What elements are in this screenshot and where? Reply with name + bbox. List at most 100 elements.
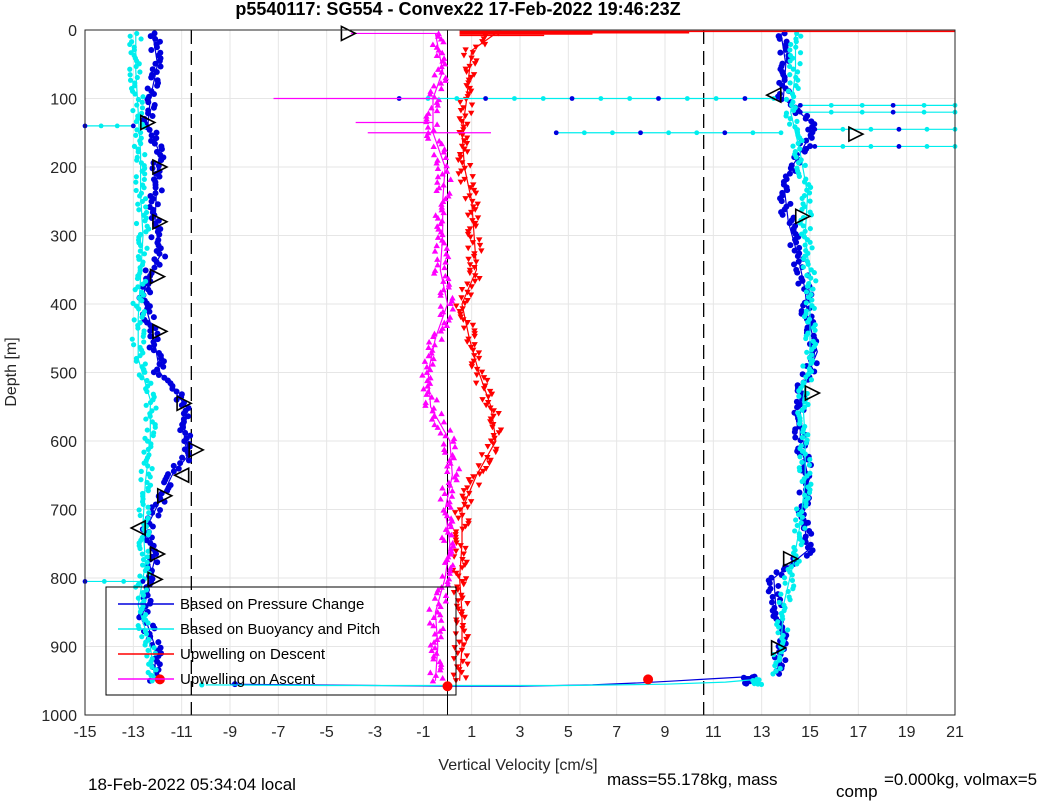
spike-point xyxy=(101,579,107,584)
point-based-on-buoyancy-and-pitch xyxy=(153,405,159,411)
spike-point xyxy=(684,96,690,101)
point-upwelling-on-ascent xyxy=(435,137,443,144)
point-based-on-buoyancy-and-pitch xyxy=(137,129,144,136)
point-based-on-pressure-change xyxy=(175,465,182,472)
point-based-on-pressure-change xyxy=(801,148,808,155)
point-upwelling-on-ascent xyxy=(434,424,441,430)
point-upwelling-on-descent xyxy=(467,234,474,241)
point-upwelling-on-ascent xyxy=(437,80,445,86)
point-based-on-buoyancy-and-pitch xyxy=(147,474,153,480)
point-based-on-buoyancy-and-pitch xyxy=(789,572,795,578)
spike-point xyxy=(713,96,719,101)
point-based-on-buoyancy-and-pitch xyxy=(810,286,816,292)
point-based-on-pressure-change xyxy=(177,460,184,467)
point-based-on-buoyancy-and-pitch xyxy=(804,272,810,278)
point-based-on-pressure-change xyxy=(782,657,789,664)
point-based-on-buoyancy-and-pitch xyxy=(141,176,147,183)
point-based-on-buoyancy-and-pitch xyxy=(144,427,150,433)
point-upwelling-on-ascent xyxy=(437,666,444,673)
point-upwelling-on-ascent xyxy=(424,135,432,141)
point-based-on-buoyancy-and-pitch xyxy=(142,152,148,158)
y-tick-label: 0 xyxy=(68,23,77,40)
point-based-on-buoyancy-and-pitch xyxy=(139,105,146,111)
x-tick-label: 17 xyxy=(849,724,867,741)
point-upwelling-on-ascent xyxy=(433,589,441,596)
point-based-on-buoyancy-and-pitch xyxy=(142,567,149,574)
point-based-on-buoyancy-and-pitch xyxy=(809,346,815,353)
point-based-on-pressure-change xyxy=(160,363,167,370)
y-tick-label: 300 xyxy=(50,229,77,246)
point-based-on-pressure-change xyxy=(154,201,161,208)
point-upwelling-on-ascent xyxy=(433,159,440,166)
point-upwelling-on-ascent xyxy=(451,443,459,450)
point-based-on-buoyancy-and-pitch xyxy=(135,595,141,601)
point-upwelling-on-descent xyxy=(473,259,480,266)
point-based-on-pressure-change xyxy=(155,512,162,519)
point-based-on-pressure-change xyxy=(777,49,784,56)
spike-point xyxy=(553,130,559,136)
point-based-on-buoyancy-and-pitch xyxy=(807,184,814,190)
point-based-on-pressure-change xyxy=(154,559,161,566)
point-based-on-buoyancy-and-pitch xyxy=(141,251,148,257)
direction-marker xyxy=(152,158,169,176)
point-based-on-buoyancy-and-pitch xyxy=(144,245,150,251)
point-upwelling-on-ascent xyxy=(439,57,446,64)
point-based-on-buoyancy-and-pitch xyxy=(143,402,149,408)
spike-point xyxy=(638,130,643,136)
point-upwelling-on-descent xyxy=(466,262,474,268)
point-based-on-pressure-change xyxy=(150,347,157,354)
point-based-on-buoyancy-and-pitch xyxy=(142,642,148,648)
point-based-on-buoyancy-and-pitch xyxy=(783,96,790,102)
point-based-on-buoyancy-and-pitch xyxy=(141,185,147,191)
point-upwelling-on-descent xyxy=(484,444,491,450)
point-based-on-pressure-change xyxy=(783,46,790,53)
point-upwelling-on-ascent xyxy=(434,234,442,240)
point-upwelling-on-descent xyxy=(468,110,475,117)
point-upwelling-on-descent xyxy=(479,397,486,403)
footer-mass: mass=55.178kg, mass xyxy=(607,770,778,789)
point-upwelling-on-descent xyxy=(456,507,464,513)
point-based-on-buoyancy-and-pitch xyxy=(137,573,143,579)
point-based-on-buoyancy-and-pitch xyxy=(809,245,815,251)
point-based-on-buoyancy-and-pitch xyxy=(139,634,145,640)
point-upwelling-on-ascent xyxy=(439,231,446,238)
point-based-on-buoyancy-and-pitch xyxy=(813,278,819,284)
point-upwelling-on-ascent xyxy=(430,622,437,629)
point-upwelling-on-ascent xyxy=(424,124,432,130)
point-based-on-buoyancy-and-pitch xyxy=(772,663,778,669)
point-based-on-buoyancy-and-pitch xyxy=(794,69,801,75)
point-upwelling-on-ascent xyxy=(431,248,439,254)
point-based-on-buoyancy-and-pitch xyxy=(131,143,138,149)
point-based-on-pressure-change xyxy=(803,552,810,559)
point-based-on-buoyancy-and-pitch xyxy=(151,645,157,651)
point-based-on-buoyancy-and-pitch xyxy=(790,143,796,149)
point-upwelling-on-ascent xyxy=(444,529,452,535)
point-upwelling-on-descent xyxy=(484,455,491,461)
point-based-on-pressure-change xyxy=(787,165,794,172)
point-based-on-buoyancy-and-pitch xyxy=(133,132,139,138)
spike-point xyxy=(797,109,803,115)
point-upwelling-on-ascent xyxy=(421,358,429,364)
point-based-on-buoyancy-and-pitch xyxy=(796,173,802,179)
point-upwelling-on-ascent xyxy=(441,490,448,497)
point-based-on-buoyancy-and-pitch xyxy=(796,388,802,394)
point-upwelling-on-descent xyxy=(457,179,465,186)
point-upwelling-on-descent xyxy=(476,242,484,249)
y-tick-label: 700 xyxy=(50,503,77,520)
point-based-on-buoyancy-and-pitch xyxy=(133,179,139,185)
spike-point xyxy=(98,123,104,129)
point-upwelling-on-descent xyxy=(472,44,480,51)
point-upwelling-on-descent xyxy=(475,463,482,469)
spike-point xyxy=(569,96,575,101)
point-based-on-buoyancy-and-pitch xyxy=(799,459,805,465)
point-upwelling-on-descent xyxy=(488,391,496,398)
point-based-on-buoyancy-and-pitch xyxy=(133,187,139,194)
point-based-on-buoyancy-and-pitch xyxy=(802,242,808,248)
point-based-on-buoyancy-and-pitch xyxy=(131,317,137,323)
point-based-on-buoyancy-and-pitch xyxy=(791,107,797,113)
point-upwelling-on-ascent xyxy=(437,429,444,436)
point-upwelling-on-ascent xyxy=(455,465,463,472)
spike-point xyxy=(868,144,874,149)
spike-point xyxy=(512,96,517,101)
point-based-on-pressure-change xyxy=(791,247,798,254)
